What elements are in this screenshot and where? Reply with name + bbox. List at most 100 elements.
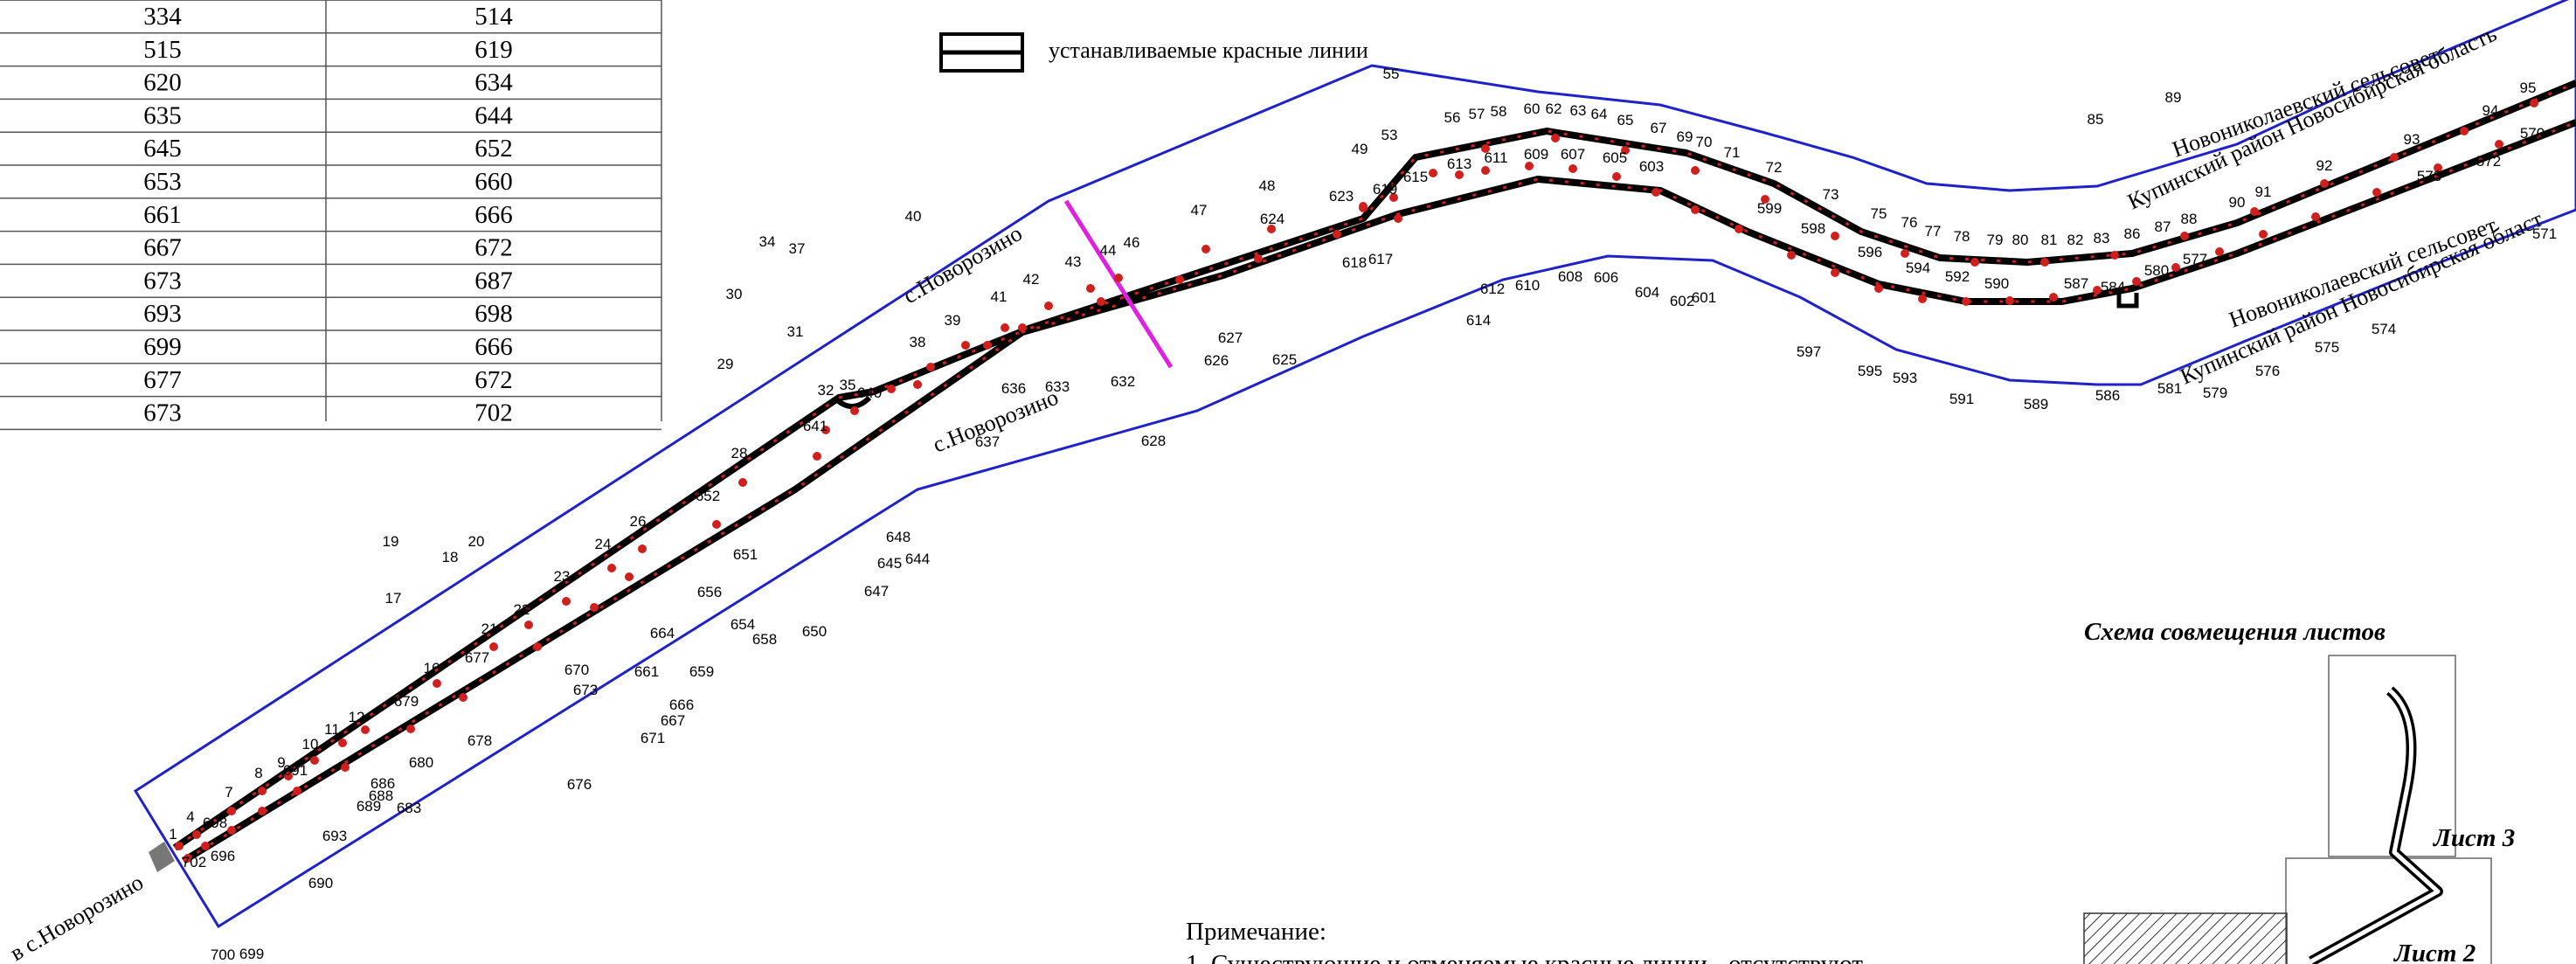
point-number: 35 (840, 377, 856, 393)
point-marker (1175, 275, 1184, 284)
point-number: 612 (1480, 281, 1505, 297)
point-number: 31 (787, 323, 804, 340)
point-marker (2250, 207, 2259, 216)
point-number: 73 (1823, 186, 1839, 203)
point-number: 26 (630, 513, 647, 530)
table-cell: 672 (474, 366, 513, 394)
point-marker (341, 763, 350, 772)
overview-title: Схема совмещения листов (2084, 618, 2386, 646)
point-number: 53 (1381, 127, 1398, 143)
point-number: 573 (2417, 168, 2441, 184)
point-number: 65 (1617, 112, 1634, 128)
table-cell: 653 (143, 168, 182, 196)
point-marker (983, 341, 992, 350)
point-marker (2110, 251, 2119, 260)
point-number: 24 (595, 536, 612, 552)
point-number: 29 (717, 356, 734, 372)
point-number: 628 (1141, 433, 1166, 449)
point-marker (1086, 284, 1095, 293)
point-marker (638, 544, 647, 553)
point-number: 7 (225, 784, 232, 801)
point-marker (926, 363, 935, 371)
point-marker (1901, 249, 1909, 258)
point-marker (821, 426, 830, 434)
point-marker (1918, 295, 1927, 303)
point-marker (227, 807, 236, 815)
point-number: 42 (1023, 271, 1040, 288)
point-marker (1525, 162, 1534, 170)
point-number: 599 (1757, 200, 1782, 217)
point-marker (2259, 230, 2268, 239)
table-cell: 673 (143, 267, 182, 295)
point-marker (1652, 188, 1660, 197)
point-number: 679 (394, 693, 419, 710)
point-number: 57 (1469, 106, 1485, 122)
point-number: 690 (308, 875, 333, 891)
label-council-south: Новониколаевский сельсовет (2226, 212, 2500, 333)
point-number: 618 (1342, 254, 1367, 271)
point-number: 594 (1906, 260, 1930, 276)
point-number: 10 (302, 736, 319, 752)
point-number: 43 (1065, 253, 1082, 270)
point-number: 693 (322, 828, 347, 844)
point-number: 590 (1984, 275, 2009, 292)
table-cell: 702 (474, 399, 513, 427)
sheet-boundary-line (1063, 199, 1174, 369)
point-number: 700 (211, 947, 235, 963)
point-marker (1394, 214, 1402, 223)
point-number: 48 (1259, 177, 1276, 194)
point-marker (258, 787, 267, 795)
point-marker (1359, 204, 1368, 212)
point-number: 581 (2157, 380, 2182, 397)
point-marker (1761, 195, 1769, 204)
point-marker (1831, 232, 1839, 240)
point-number: 626 (1204, 352, 1229, 369)
point-number: 4 (186, 808, 194, 825)
point-marker (1691, 205, 1700, 214)
point-number: 601 (1692, 289, 1716, 306)
point-marker (2495, 140, 2503, 149)
table-cell: 666 (474, 333, 513, 361)
table-cell: 620 (143, 69, 182, 97)
point-marker (338, 739, 347, 747)
point-number: 38 (910, 334, 926, 350)
label-district-south: Купинский район Новосибирская област (2177, 206, 2546, 390)
point-number: 651 (733, 546, 758, 563)
point-number: 586 (2095, 387, 2120, 404)
table-cell: 666 (474, 201, 513, 229)
point-number: 595 (1858, 363, 1882, 379)
point-marker (258, 807, 267, 815)
point-number: 1 (169, 826, 177, 843)
point-number: 676 (567, 776, 592, 793)
point-number: 82 (2067, 232, 2084, 248)
point-marker (361, 725, 370, 734)
point-marker (712, 520, 721, 529)
point-number: 637 (975, 433, 1000, 450)
point-number: 644 (905, 551, 930, 567)
point-number: 698 (203, 815, 227, 831)
legend-label: устанавливаемые красные линии (1049, 38, 1368, 63)
point-number: 17 (385, 590, 402, 607)
point-number: 23 (554, 568, 571, 585)
point-number: 658 (752, 631, 777, 648)
point-number: 623 (1329, 188, 1354, 205)
point-marker (1691, 166, 1700, 175)
point-number: 664 (650, 625, 675, 642)
point-number: 619 (1373, 181, 1397, 198)
point-number: 77 (1925, 223, 1942, 239)
point-number: 632 (1111, 373, 1135, 390)
point-number: 606 (1594, 269, 1618, 286)
point-number: 72 (1766, 159, 1783, 176)
point-number: 579 (2203, 385, 2227, 401)
point-number: 46 (1124, 234, 1140, 251)
point-number: 633 (1045, 378, 1070, 395)
point-marker (310, 756, 319, 765)
point-marker (284, 772, 293, 780)
table-cell: 515 (143, 36, 182, 64)
point-number: 56 (1444, 109, 1461, 126)
point-marker (533, 642, 542, 651)
point-marker (1970, 258, 1979, 267)
point-number: 613 (1447, 156, 1472, 172)
